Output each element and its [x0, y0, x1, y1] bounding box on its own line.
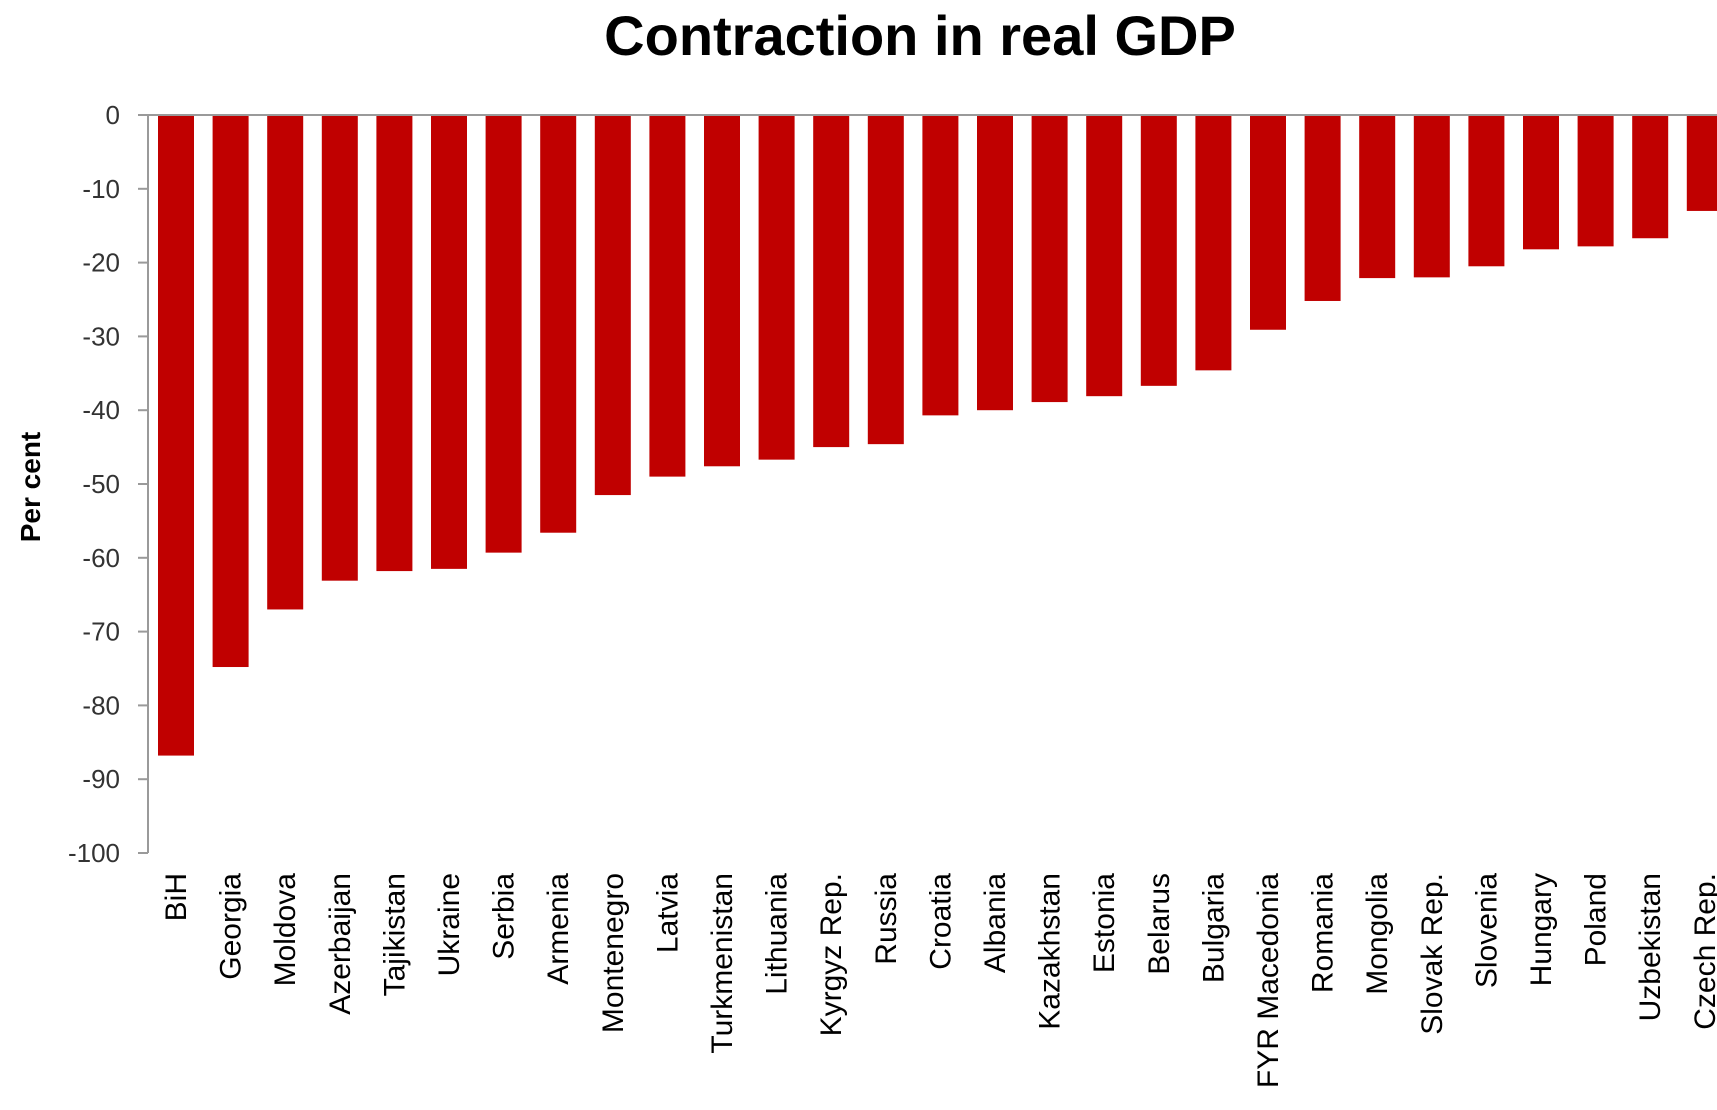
y-tick-label: 0	[106, 100, 120, 130]
bar	[867, 115, 904, 445]
bar	[267, 115, 304, 610]
bar	[540, 115, 577, 533]
bar	[1632, 115, 1669, 239]
category-label: Azerbaijan	[324, 873, 357, 1015]
bar	[1195, 115, 1232, 371]
bar	[485, 115, 522, 553]
bar	[1304, 115, 1341, 301]
y-tick-label: -90	[82, 764, 120, 794]
category-label: Hungary	[1525, 873, 1558, 986]
category-label: Russia	[870, 873, 903, 965]
y-tick-label: -70	[82, 617, 120, 647]
bar	[594, 115, 631, 496]
category-label: Czech Rep.	[1689, 873, 1717, 1030]
category-label: Romania	[1307, 873, 1340, 993]
bar	[321, 115, 358, 581]
category-label: Moldova	[269, 873, 302, 987]
category-label: Croatia	[924, 873, 957, 970]
bar	[1140, 115, 1177, 386]
bar	[1031, 115, 1068, 403]
category-label: Armenia	[542, 873, 575, 985]
category-label: Belarus	[1143, 873, 1176, 975]
chart-title: Contraction in real GDP	[604, 4, 1236, 67]
category-label: Kyrgyz Rep.	[815, 873, 848, 1036]
bar	[1413, 115, 1450, 278]
bar	[212, 115, 249, 668]
bar	[1086, 115, 1123, 397]
category-label: BiH	[160, 873, 193, 921]
y-axis-ticks: 0 -10 -20 -30 -40 -50 -60 -70 -80 -90 -100	[68, 100, 148, 868]
y-tick-label: -40	[82, 395, 120, 425]
category-label: Turkmenistan	[706, 873, 739, 1054]
y-tick-label: -10	[82, 174, 120, 204]
category-label: Kazakhstan	[1034, 873, 1067, 1030]
y-axis-label: Per cent	[15, 432, 46, 543]
bar	[1250, 115, 1286, 330]
y-tick-label: -20	[82, 248, 120, 278]
y-tick-label: -50	[82, 469, 120, 499]
bar	[376, 115, 413, 572]
bar	[758, 115, 795, 460]
bar	[158, 115, 194, 756]
category-label: Estonia	[1088, 873, 1121, 973]
bar	[1686, 115, 1717, 211]
bars-group	[158, 115, 1717, 756]
category-label: Slovenia	[1470, 873, 1503, 988]
bar	[977, 115, 1013, 411]
bar	[704, 115, 740, 467]
category-label: Lithuania	[761, 873, 794, 995]
bar	[1523, 115, 1559, 250]
y-tick-label: -100	[68, 838, 120, 868]
bar	[1468, 115, 1505, 267]
category-label: Latvia	[651, 873, 684, 953]
category-label: Ukraine	[433, 873, 466, 976]
y-tick-label: -80	[82, 690, 120, 720]
category-label: Tajikistan	[378, 873, 411, 996]
bar	[1359, 115, 1396, 279]
category-label: Mongolia	[1361, 873, 1394, 995]
category-label: Serbia	[488, 873, 521, 960]
category-label: Slovak Rep.	[1416, 873, 1449, 1035]
category-label: Bulgaria	[1197, 873, 1230, 983]
category-labels: BiH Georgia Moldova Azerbaijan Tajikistan Ukr…	[160, 873, 1717, 1088]
bar	[431, 115, 467, 569]
y-tick-label: -60	[82, 543, 120, 573]
bar	[1577, 115, 1614, 247]
category-label: Poland	[1580, 873, 1613, 966]
category-label: Uzbekistan	[1634, 873, 1667, 1021]
category-label: Albania	[979, 873, 1012, 973]
category-label: FYR Macedonia	[1252, 873, 1285, 1088]
category-label: Georgia	[215, 873, 248, 980]
bar	[813, 115, 850, 448]
bar	[649, 115, 686, 477]
category-label: Montenegro	[597, 873, 630, 1033]
y-tick-label: -30	[82, 321, 120, 351]
bar	[922, 115, 959, 416]
